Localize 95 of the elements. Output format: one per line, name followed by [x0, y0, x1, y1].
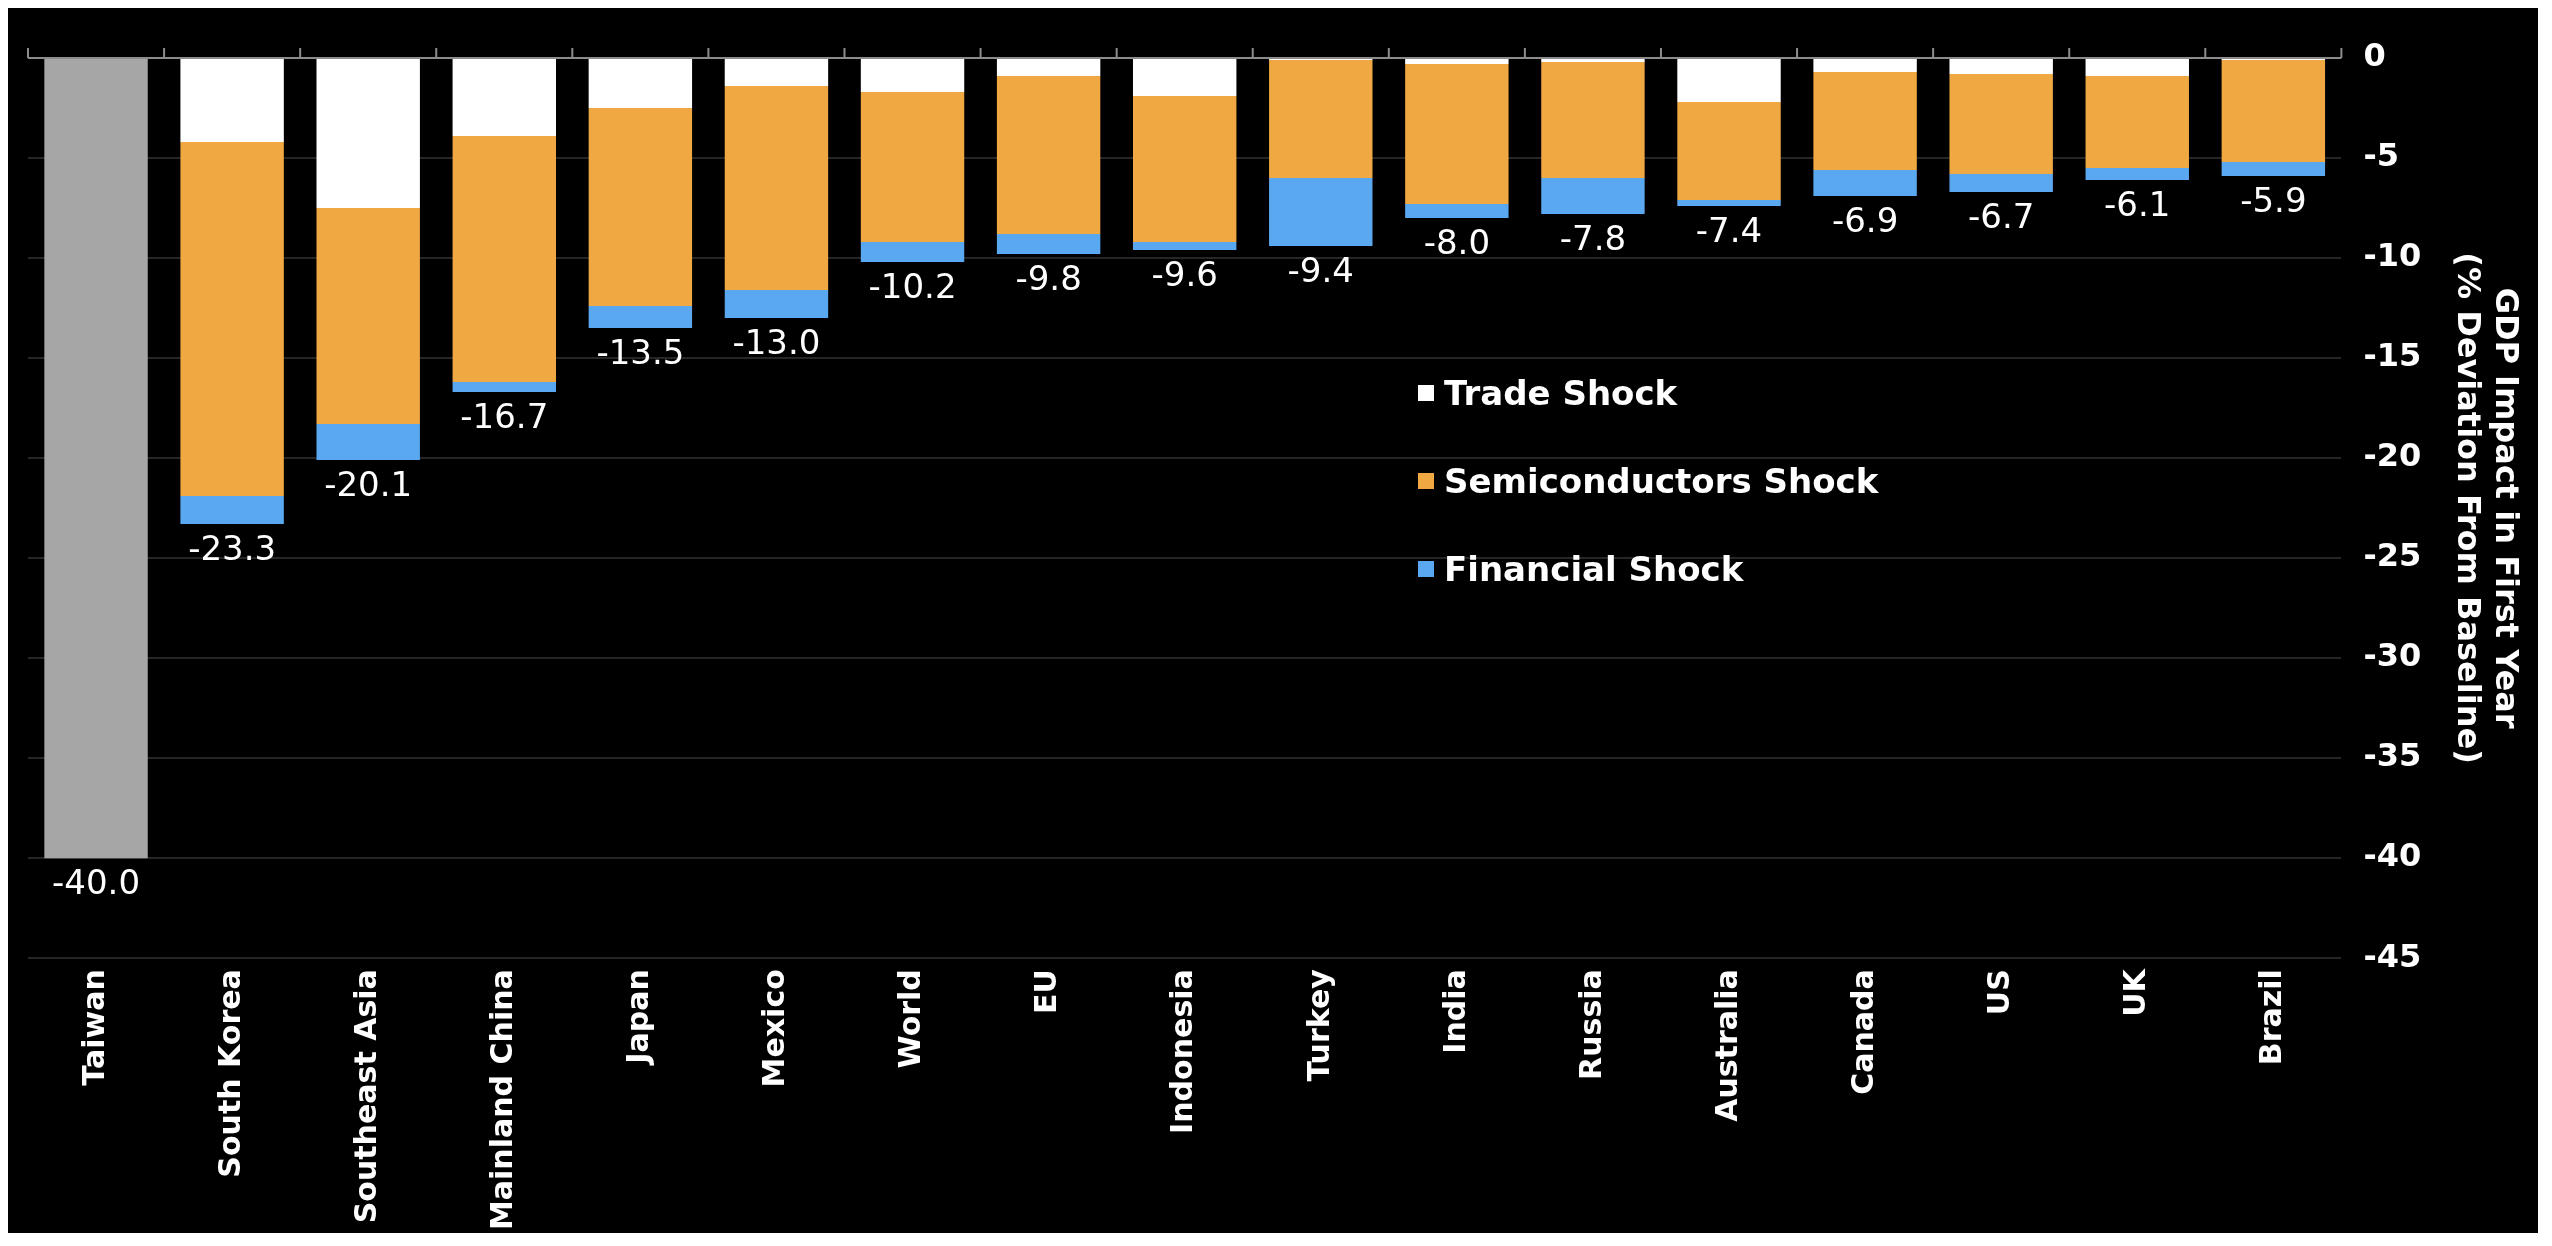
y-tick-label: -20 — [2363, 436, 2422, 475]
bar — [1541, 178, 1645, 215]
bar — [452, 136, 556, 383]
total-label: -6.1 — [2104, 183, 2171, 224]
y-tick-label: -45 — [2363, 936, 2422, 975]
bar — [316, 59, 420, 209]
total-label: -9.6 — [1151, 253, 1218, 294]
bar — [588, 59, 693, 109]
bar — [860, 59, 965, 93]
y-tick-label: -10 — [2363, 236, 2422, 275]
bar — [452, 382, 556, 393]
x-tick-label: Mainland China — [484, 969, 520, 1231]
total-label: -7.4 — [1695, 209, 1763, 250]
y-tick-label: -40 — [2363, 836, 2422, 875]
total-label: -20.1 — [324, 463, 413, 504]
total-label: -13.5 — [596, 331, 685, 372]
bar — [860, 92, 965, 243]
x-tick-label: Australia — [1708, 969, 1744, 1122]
total-label: -10.2 — [868, 265, 957, 306]
bar — [2221, 60, 2326, 163]
bar — [996, 76, 1101, 235]
y-tick-label: -30 — [2363, 636, 2422, 675]
bar — [1813, 59, 1917, 72]
y-axis-title: GDP Impact in First Year (% Deviation From Baseline) — [2450, 252, 2527, 764]
y-tick-label: -25 — [2363, 536, 2422, 575]
x-tick-label: Canada — [1844, 969, 1880, 1095]
x-tick-label: Brazil — [2253, 969, 2289, 1066]
x-tick-label: Mexico — [756, 969, 792, 1088]
legend-label: Financial Shock — [1444, 549, 1744, 589]
x-tick-label: Turkey — [1300, 968, 1336, 1082]
total-label: -7.8 — [1559, 217, 1627, 258]
bar — [1132, 96, 1237, 243]
x-tick-label: UK — [2117, 967, 2153, 1017]
x-tick-label: India — [1436, 969, 1472, 1054]
x-tick-label: World — [892, 969, 928, 1069]
legend-label: Semiconductors Shock — [1444, 461, 1879, 501]
bar — [724, 59, 829, 87]
bar — [1405, 204, 1509, 219]
x-tick-label: Taiwan — [75, 969, 111, 1086]
y-tick-label: -35 — [2363, 736, 2422, 775]
x-tick-label: South Korea — [211, 969, 247, 1178]
bar — [1269, 60, 1373, 179]
y-tick-label: -5 — [2363, 136, 2399, 175]
bar — [1813, 72, 1917, 171]
bar — [1132, 242, 1237, 251]
x-tick-label: EU — [1028, 969, 1064, 1015]
bar — [1541, 62, 1645, 179]
total-label: -6.9 — [1831, 199, 1899, 240]
bar — [2085, 168, 2189, 181]
bar — [588, 306, 693, 329]
bar — [1677, 102, 1781, 201]
total-label: -6.7 — [1968, 195, 2035, 236]
bar — [316, 208, 420, 425]
total-label: -23.3 — [188, 527, 277, 568]
bar — [1813, 170, 1917, 197]
bar — [1405, 59, 1509, 64]
total-label: -9.8 — [1015, 257, 1082, 298]
x-tick-label: Southeast Asia — [348, 969, 383, 1224]
total-label: -16.7 — [460, 395, 549, 436]
bar — [724, 290, 829, 319]
total-label: -9.4 — [1287, 249, 1354, 290]
total-label: -13.0 — [732, 321, 821, 362]
bar — [2221, 162, 2326, 177]
bar — [44, 59, 148, 859]
bar — [1949, 59, 2053, 74]
bar — [1949, 174, 2053, 193]
total-label: -8.0 — [1423, 221, 1491, 262]
legend-label: Trade Shock — [1444, 373, 1678, 413]
total-label: -5.9 — [2240, 179, 2307, 220]
bar — [588, 108, 693, 307]
x-tick-label: Japan — [620, 969, 656, 1066]
bar — [316, 424, 420, 461]
bar — [1132, 59, 1237, 97]
bar — [724, 86, 829, 291]
x-tick-label: Russia — [1572, 969, 1608, 1080]
bar — [2085, 76, 2189, 169]
bar — [180, 59, 284, 143]
x-tick-label: US — [1980, 969, 2016, 1016]
bar — [1677, 59, 1781, 103]
bar — [1949, 74, 2053, 175]
bar — [996, 234, 1101, 255]
bar — [860, 242, 965, 263]
y-tick-label: -15 — [2363, 336, 2422, 375]
bar — [2085, 59, 2189, 76]
bar — [996, 59, 1101, 76]
x-tick-label: Indonesia — [1164, 969, 1200, 1134]
bar — [1541, 59, 1645, 62]
bar — [180, 496, 284, 525]
bar — [1405, 64, 1509, 205]
bar — [1269, 178, 1373, 247]
bar — [180, 142, 284, 497]
bar — [1677, 200, 1781, 207]
total-label: -40.0 — [52, 862, 141, 903]
bar — [452, 59, 556, 137]
y-tick-label: 0 — [2363, 36, 2386, 75]
